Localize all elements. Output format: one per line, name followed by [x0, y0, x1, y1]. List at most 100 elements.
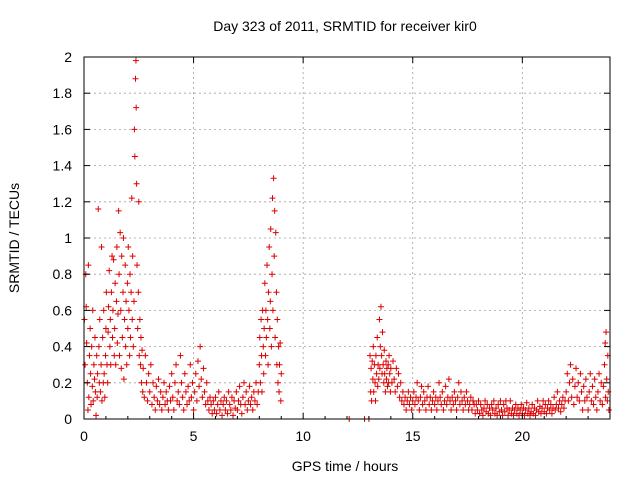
data-point	[576, 397, 583, 404]
data-point	[106, 267, 113, 274]
y-tick-label: 2	[64, 49, 72, 65]
data-point	[273, 289, 280, 296]
data-point	[372, 379, 379, 386]
data-point	[403, 406, 410, 413]
data-point	[411, 401, 418, 408]
data-point	[181, 370, 188, 377]
data-point	[434, 397, 441, 404]
data-point	[588, 397, 595, 404]
data-point	[419, 401, 426, 408]
data-point	[368, 365, 375, 372]
data-point	[112, 280, 119, 287]
data-point	[158, 406, 165, 413]
data-point	[228, 394, 235, 401]
data-point	[213, 410, 220, 417]
data-point	[428, 406, 435, 413]
data-point	[557, 408, 564, 415]
data-point	[552, 406, 559, 413]
axis-ticks	[83, 56, 611, 420]
data-point	[580, 383, 587, 390]
data-point	[88, 401, 95, 408]
data-point	[85, 262, 92, 269]
data-point	[556, 397, 563, 404]
data-point	[156, 401, 163, 408]
data-point	[414, 379, 421, 386]
data-point	[101, 394, 108, 401]
data-point	[257, 379, 264, 386]
data-point	[151, 394, 158, 401]
data-point	[511, 406, 518, 413]
data-point	[186, 397, 193, 404]
data-point	[258, 316, 265, 323]
data-point	[392, 388, 399, 395]
data-point	[397, 379, 404, 386]
data-point	[276, 361, 283, 368]
data-point	[165, 406, 172, 413]
data-point	[488, 401, 495, 408]
data-point	[233, 388, 240, 395]
data-point	[480, 405, 487, 412]
data-point	[475, 397, 482, 404]
y-tick-label: 1.8	[53, 85, 73, 101]
data-point	[568, 394, 575, 401]
data-point	[124, 280, 131, 287]
data-point	[603, 376, 610, 383]
data-point	[114, 339, 121, 346]
data-point	[212, 394, 219, 401]
data-point	[376, 365, 383, 372]
grid-lines	[84, 57, 610, 419]
data-point	[494, 412, 501, 419]
data-point	[457, 388, 464, 395]
data-point	[174, 397, 181, 404]
data-point	[223, 397, 230, 404]
data-point	[133, 104, 140, 111]
data-point	[505, 412, 512, 419]
y-tick-label: 0.8	[53, 266, 73, 282]
data-point	[98, 361, 105, 368]
data-point	[227, 406, 234, 413]
data-point	[441, 397, 448, 404]
data-point	[139, 347, 146, 354]
x-tick-label: 5	[190, 428, 198, 444]
data-point	[534, 397, 541, 404]
data-point	[395, 370, 402, 377]
data-point	[583, 394, 590, 401]
data-point	[501, 408, 508, 415]
data-point	[425, 383, 432, 390]
data-point	[512, 401, 519, 408]
data-point	[114, 311, 121, 318]
x-axis-label: GPS time / hours	[292, 458, 399, 474]
data-point	[539, 405, 546, 412]
data-point	[470, 397, 477, 404]
data-point	[529, 401, 536, 408]
data-point	[375, 376, 382, 383]
data-point	[370, 343, 377, 350]
data-point	[116, 271, 123, 278]
data-point	[464, 397, 471, 404]
data-point	[577, 370, 584, 377]
data-point	[266, 325, 273, 332]
data-point	[408, 406, 415, 413]
data-point	[261, 325, 268, 332]
data-point	[596, 370, 603, 377]
data-point	[387, 365, 394, 372]
data-point	[449, 394, 456, 401]
data-point	[247, 401, 254, 408]
data-point	[277, 339, 284, 346]
data-point	[267, 225, 274, 232]
data-point	[409, 397, 416, 404]
data-point	[234, 406, 241, 413]
data-point	[113, 244, 120, 251]
data-point	[147, 361, 154, 368]
data-point	[125, 307, 132, 314]
data-point	[573, 365, 580, 372]
data-point	[256, 361, 263, 368]
data-point	[590, 401, 597, 408]
data-point	[203, 379, 210, 386]
data-point	[540, 397, 547, 404]
data-point	[440, 406, 447, 413]
data-point	[130, 343, 137, 350]
data-point	[261, 280, 268, 287]
data-point	[418, 383, 425, 390]
